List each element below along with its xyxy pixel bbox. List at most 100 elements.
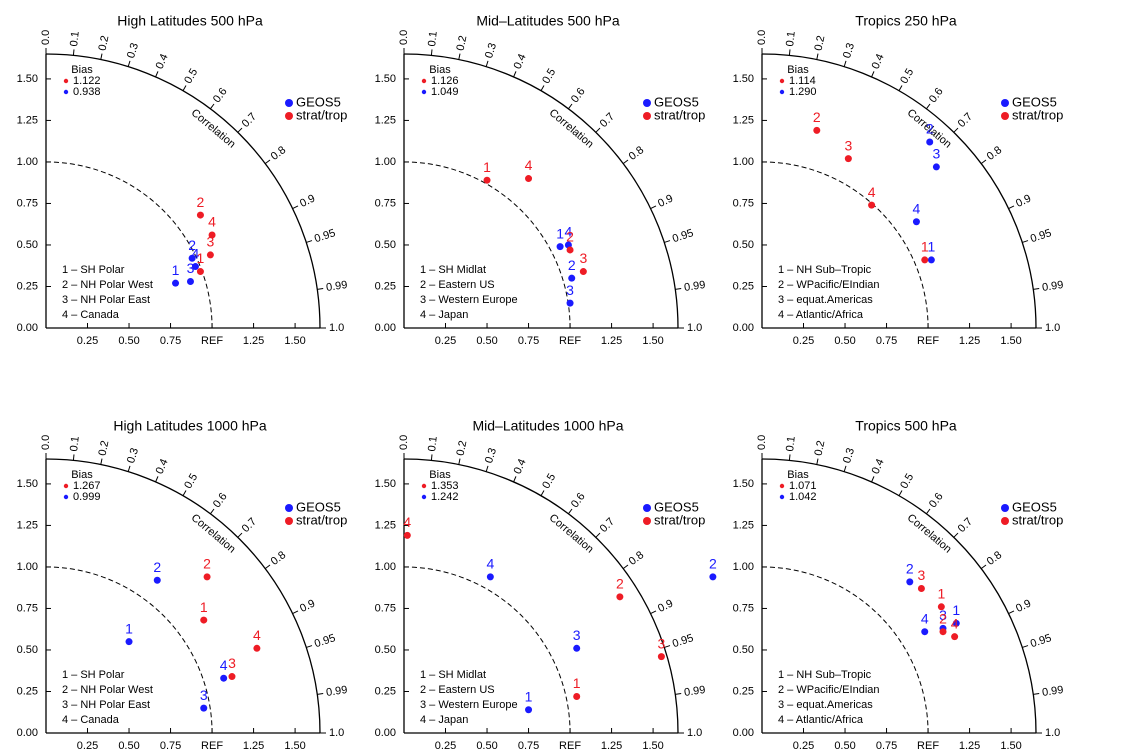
x-tick-label: 1.50	[642, 740, 663, 752]
correlation-tick	[317, 693, 324, 695]
data-point	[486, 573, 494, 581]
bias-marker	[779, 78, 785, 84]
correlation-tick	[306, 240, 313, 243]
point-label: 3	[579, 250, 587, 266]
bias-title: Bias	[787, 469, 809, 481]
correlation-tick-label: 0.5	[182, 67, 200, 86]
x-tick-label: 1.25	[959, 740, 980, 752]
data-point	[228, 673, 236, 681]
point-label: 3	[566, 282, 574, 298]
correlation-tick-label: 0.99	[683, 279, 706, 294]
data-point	[568, 274, 576, 282]
y-tick-label: 1.00	[17, 561, 38, 573]
point-label: 2	[709, 556, 717, 572]
y-tick-label: 0.75	[17, 602, 38, 614]
legend-marker	[1001, 99, 1009, 107]
legend-marker	[285, 504, 293, 512]
correlation-tick	[155, 71, 159, 78]
point-label: 4	[253, 627, 261, 643]
data-point	[868, 201, 876, 209]
correlation-tick-label: 0.1	[784, 436, 797, 452]
y-tick-label: 0.50	[733, 239, 754, 251]
region-label: 1 – SH Midlat	[420, 264, 486, 276]
point-label: 3	[200, 687, 208, 703]
correlation-tick	[513, 476, 517, 483]
taylor-panel: High Latitudes 1000 hPa 0.00 0.25 0.50 0.75 1…	[17, 418, 349, 752]
bias-marker	[63, 78, 69, 84]
correlation-axis-label: Correlation	[905, 512, 954, 556]
bias-marker	[63, 483, 69, 489]
region-label: 2 – WPacific/EIndian	[778, 279, 880, 291]
correlation-tick	[292, 205, 299, 210]
correlation-tick	[127, 60, 131, 67]
region-label: 1 – NH Sub–Tropic	[778, 264, 872, 276]
data-point	[566, 299, 574, 307]
bias-marker	[779, 89, 785, 95]
region-label: 3 – Western Europe	[420, 294, 518, 306]
correlation-tick-label: 0.1	[68, 436, 81, 452]
region-label: 3 – equat.Americas	[778, 294, 873, 306]
region-label: 1 – SH Midlat	[420, 669, 486, 681]
bias-title: Bias	[429, 469, 451, 481]
bias-value: 0.938	[73, 86, 101, 98]
data-point	[932, 163, 940, 171]
x-tick-label: 0.75	[518, 335, 539, 347]
region-label: 4 – Canada	[62, 714, 120, 726]
data-point	[483, 176, 491, 184]
correlation-tick	[925, 508, 931, 515]
correlation-tick-label: 0.3	[483, 447, 499, 465]
reference-arc	[403, 566, 571, 734]
correlation-tick-label: 0.3	[125, 447, 141, 465]
point-label: 4	[403, 514, 411, 530]
y-tick-label: 1.50	[17, 478, 38, 490]
correlation-tick	[292, 610, 299, 615]
data-point	[937, 603, 945, 611]
data-point	[917, 585, 925, 593]
bias-value: 1.353	[431, 480, 459, 492]
correlation-tick-label: 0.5	[540, 472, 558, 491]
x-tick-label: 0.25	[793, 740, 814, 752]
point-label: 3	[187, 260, 195, 276]
x-tick-label: 1.25	[959, 335, 980, 347]
y-tick-label: 0.75	[733, 602, 754, 614]
correlation-tick-label: 0.6	[211, 86, 230, 105]
bias-title: Bias	[71, 469, 93, 481]
data-point	[172, 279, 180, 287]
correlation-tick-label: 0.0	[40, 30, 52, 45]
correlation-tick	[100, 53, 103, 60]
correlation-axis-label: Correlation	[547, 512, 596, 556]
correlation-tick-label: 0.95	[671, 632, 695, 650]
data-point	[573, 692, 581, 700]
correlation-tick	[155, 476, 159, 483]
correlation-tick-label: 0.4	[870, 52, 887, 71]
point-label: 2	[906, 561, 914, 577]
correlation-tick-label: 0.8	[627, 144, 646, 163]
correlation-tick-label: 0.8	[269, 549, 288, 568]
bias-title: Bias	[71, 64, 93, 76]
point-label: 1	[197, 250, 205, 266]
point-label: 1	[921, 239, 929, 255]
correlation-tick	[430, 49, 433, 56]
correlation-tick-label: 0.5	[898, 67, 916, 86]
point-label: 1	[525, 688, 533, 704]
data-point	[939, 628, 947, 636]
correlation-tick	[485, 60, 489, 67]
point-label: 2	[566, 229, 574, 245]
correlation-tick-label: 0.5	[182, 472, 200, 491]
y-tick-label: 1.00	[17, 156, 38, 168]
y-tick-label: 0.00	[375, 322, 396, 334]
region-label: 2 – NH Polar West	[62, 684, 153, 696]
data-point	[153, 576, 161, 584]
reference-arc	[45, 161, 213, 329]
correlation-tick	[816, 53, 819, 60]
bias-marker	[63, 494, 69, 500]
data-point	[203, 573, 211, 581]
legend-marker	[1001, 517, 1009, 525]
point-label: 3	[918, 567, 926, 583]
correlation-tick	[664, 645, 671, 648]
legend-label: GEOS5	[296, 94, 341, 109]
region-label: 4 – Atlantic/Africa	[778, 714, 864, 726]
correlation-tick-label: 0.4	[512, 52, 529, 71]
correlation-tick	[898, 490, 903, 496]
